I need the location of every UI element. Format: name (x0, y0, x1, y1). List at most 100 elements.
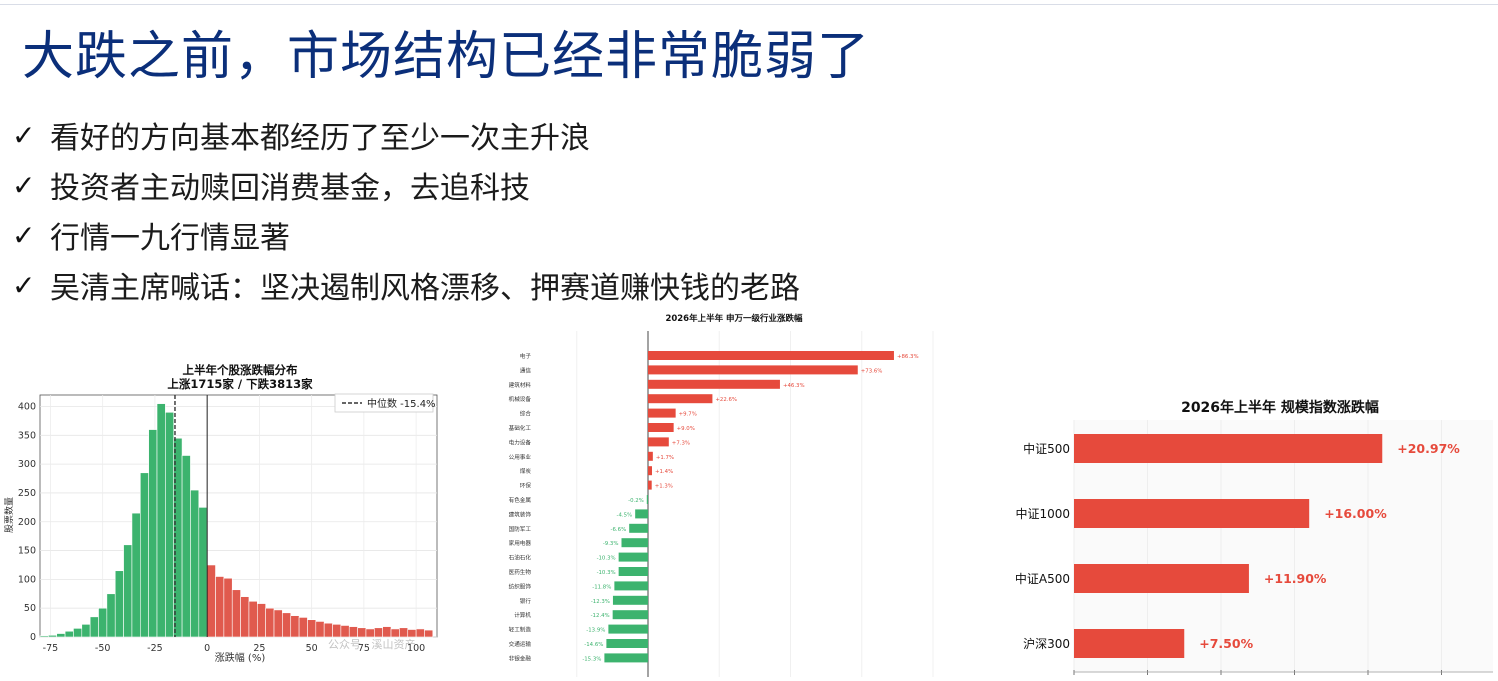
category-label: 环保 (520, 482, 532, 490)
data-label: +9.0% (677, 426, 695, 432)
category-labels: 电子通信建筑材料机械设备综合基础化工电力设备公用事业煤炭环保有色金属建筑装饰国防… (509, 352, 532, 662)
category-label: 轻工制造 (509, 626, 532, 634)
category-label: 通信 (520, 366, 532, 374)
histogram-bar (415, 628, 425, 638)
category-label: 电子 (520, 352, 532, 360)
chart-subtitle: 上涨1715家 / 下跌3813家 (167, 377, 313, 391)
y-tick-label: 100 (18, 574, 36, 585)
checkmark-icon: ✓ (12, 168, 36, 202)
histogram-bar (407, 629, 417, 638)
bar-series (604, 351, 894, 663)
histogram-bar (89, 616, 99, 638)
data-labels: +86.3% +73.6% +46.3% +22.6% +9.7% +9.0% +7.3% +… (582, 354, 918, 662)
histogram-bar (399, 627, 409, 638)
y-tick-label: 400 (18, 402, 36, 413)
bar (1074, 564, 1249, 593)
y-tick-label: 200 (18, 517, 36, 528)
axes: 0 50 100 150 200 250 300 350 400 -75 -50 -25 0 25 50 75… (18, 402, 425, 654)
histogram-bar (424, 629, 434, 638)
bullet-item: ✓ 吴清主席喊话：坚决遏制风格漂移、押赛道赚快钱的老路 (12, 260, 800, 310)
x-tick-label: -25 (147, 643, 163, 654)
industry-bar-chart: 2026年上半年 申万一级行业涨跌幅 电子通信建筑材料机械设备综合基础化工电力设… (509, 313, 936, 677)
bar (648, 379, 780, 389)
histogram-bar (223, 577, 233, 638)
histogram-bar (323, 622, 333, 638)
bullet-text: 吴清主席喊话：坚决遏制风格漂移、押赛道赚快钱的老路 (50, 271, 800, 306)
data-label: -10.3% (597, 556, 616, 562)
histogram-bar (357, 627, 367, 638)
y-tick-label: 0 (30, 632, 36, 643)
histogram-bar (332, 624, 342, 638)
chart-title: 上半年个股涨跌幅分布 (183, 363, 298, 377)
histogram-bar (231, 589, 241, 638)
histogram-bar (114, 570, 124, 638)
histogram-bar (273, 609, 283, 638)
histogram-bar (298, 617, 308, 638)
bar (648, 351, 894, 360)
bar (604, 653, 648, 663)
histogram-bar (131, 512, 141, 638)
data-label: -12.4% (591, 613, 610, 619)
histogram-bar (315, 621, 325, 638)
data-label: +7.50% (1199, 636, 1253, 651)
bullet-item: ✓ 看好的方向基本都经历了至少一次主升浪 (12, 110, 800, 160)
x-tick-label: 50 (306, 643, 318, 654)
histogram-bar (190, 489, 200, 638)
bar (646, 495, 648, 504)
histogram-bar (365, 628, 375, 638)
category-label: 中证1000 (1015, 506, 1070, 521)
bar-series (1074, 434, 1383, 658)
data-label: -0.2% (628, 498, 644, 504)
histogram-bar (56, 633, 66, 638)
category-label: 银行 (520, 597, 532, 605)
data-label: +1.3% (655, 484, 673, 490)
histogram-bar (198, 507, 208, 638)
y-tick-label: 50 (24, 603, 36, 614)
bar (648, 394, 713, 404)
x-tick-label: 0 (204, 643, 210, 654)
category-label: 机械设备 (509, 395, 532, 403)
checkmark-icon: ✓ (12, 218, 36, 252)
checkmark-icon: ✓ (12, 118, 36, 152)
histogram-bar (265, 607, 275, 638)
bar (648, 365, 858, 375)
data-label: +1.7% (656, 455, 674, 461)
x-tick-label: 25 (253, 643, 265, 654)
histogram-bar (348, 626, 358, 638)
category-label: 医药生物 (509, 568, 532, 576)
bar (612, 610, 648, 620)
histogram-bar (290, 615, 300, 638)
data-label: -9.3% (603, 541, 619, 547)
bar (608, 624, 648, 634)
data-label: -4.5% (617, 512, 633, 518)
histogram-bar (64, 630, 74, 638)
bar (618, 567, 648, 576)
bar (1074, 434, 1383, 463)
x-tick-label: 100 (407, 643, 425, 654)
y-axis-label: 股票数量 (3, 497, 15, 533)
histogram-bar (282, 612, 292, 638)
data-label: +73.6% (861, 368, 883, 374)
category-label: 煤炭 (520, 467, 532, 475)
histogram-bar (98, 607, 108, 638)
category-label: 石油石化 (509, 554, 532, 562)
bullet-item: ✓ 行情一九行情显著 (12, 210, 800, 260)
histogram-bar (248, 600, 258, 638)
histogram-bar (156, 403, 166, 638)
data-label: +11.90% (1264, 571, 1327, 586)
data-label: +22.6% (715, 397, 737, 403)
bar (629, 523, 648, 533)
bar (635, 509, 648, 519)
bar (621, 538, 648, 548)
histogram-bar (48, 634, 58, 638)
legend-label: 中位数 -15.4% (367, 397, 436, 410)
y-tick-label: 250 (18, 488, 36, 499)
histogram-bar (307, 619, 317, 638)
category-labels: 中证500 中证1000 中证A500 沪深300 (1015, 441, 1070, 651)
data-label: +7.3% (672, 440, 690, 446)
watermark: 公众号 · 溪山资产 (328, 637, 416, 651)
data-label: +86.3% (897, 354, 919, 360)
bullet-text: 看好的方向基本都经历了至少一次主升浪 (50, 121, 590, 156)
histogram-bar (39, 635, 49, 638)
histogram-bar (240, 596, 250, 638)
